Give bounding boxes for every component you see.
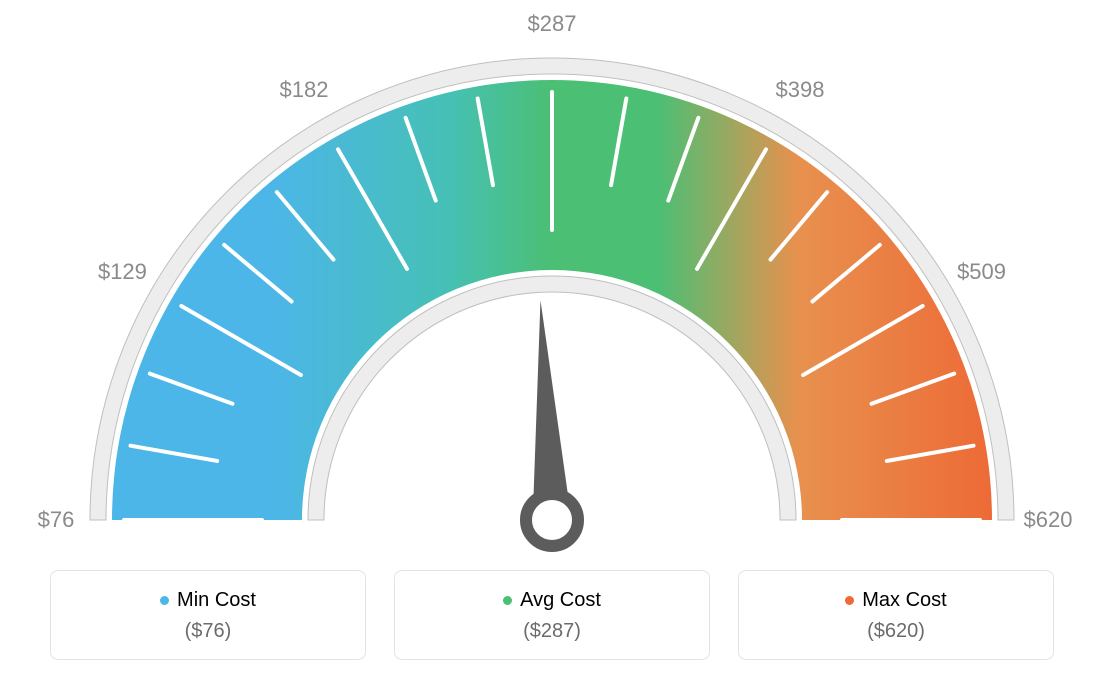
legend-avg-card: Avg Cost ($287) <box>394 570 710 660</box>
legend-avg-value: ($287) <box>405 620 699 643</box>
legend-max-label: Max Cost <box>862 589 946 612</box>
gauge-tick-label: $620 <box>1024 507 1073 533</box>
gauge-tick-label: $76 <box>38 507 75 533</box>
gauge-tick-label: $509 <box>957 259 1006 285</box>
gauge-tick-label: $287 <box>528 11 577 37</box>
dot-icon <box>503 596 512 605</box>
gauge-svg <box>0 0 1104 560</box>
legend-max-value: ($620) <box>749 620 1043 643</box>
legend-min-value: ($76) <box>61 620 355 643</box>
cost-gauge: $76 $129 $182 $287 $398 $509 $620 <box>0 0 1104 560</box>
gauge-tick-label: $129 <box>98 259 147 285</box>
legend-max-title: Max Cost <box>845 589 946 612</box>
gauge-tick-label: $182 <box>280 77 329 103</box>
legend-min-title: Min Cost <box>160 589 256 612</box>
dot-icon <box>160 596 169 605</box>
legend-avg-title: Avg Cost <box>503 589 601 612</box>
legend-avg-label: Avg Cost <box>520 589 601 612</box>
dot-icon <box>845 596 854 605</box>
gauge-tick-label: $398 <box>776 77 825 103</box>
legend-max-card: Max Cost ($620) <box>738 570 1054 660</box>
legend-min-card: Min Cost ($76) <box>50 570 366 660</box>
legend-row: Min Cost ($76) Avg Cost ($287) Max Cost … <box>50 570 1054 660</box>
legend-min-label: Min Cost <box>177 589 256 612</box>
